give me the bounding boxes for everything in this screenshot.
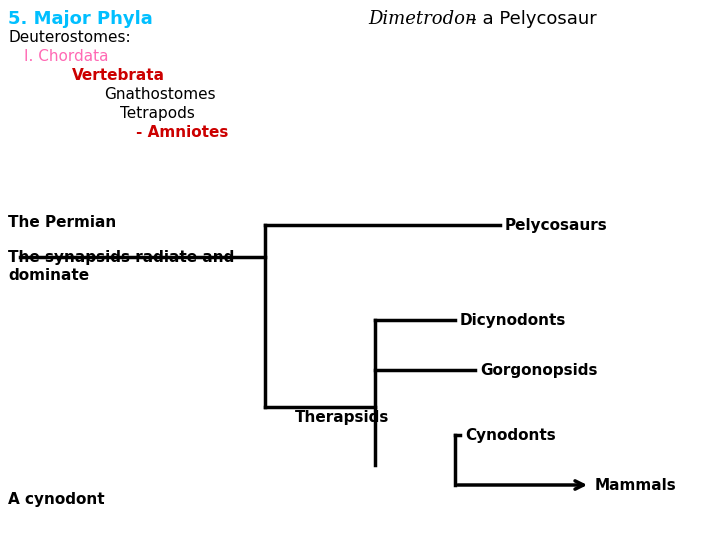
Text: Therapsids: Therapsids: [295, 410, 390, 425]
Text: 5. Major Phyla: 5. Major Phyla: [8, 10, 153, 28]
Text: Tetrapods: Tetrapods: [120, 106, 195, 121]
Text: I. Chordata: I. Chordata: [24, 49, 109, 64]
Text: Gnathostomes: Gnathostomes: [104, 87, 215, 102]
Text: Cynodonts: Cynodonts: [465, 428, 556, 443]
Text: Mammals: Mammals: [595, 478, 677, 493]
Text: The Permian: The Permian: [8, 215, 116, 230]
Text: Dimetrodon: Dimetrodon: [368, 10, 477, 28]
Text: - Amniotes: - Amniotes: [136, 125, 228, 140]
Text: Pelycosaurs: Pelycosaurs: [505, 218, 608, 233]
Text: Vertebrata: Vertebrata: [72, 68, 165, 83]
Text: The synapsids radiate and: The synapsids radiate and: [8, 250, 235, 265]
Text: A cynodont: A cynodont: [8, 492, 104, 507]
Text: Gorgonopsids: Gorgonopsids: [480, 363, 598, 378]
Text: Dicynodonts: Dicynodonts: [460, 313, 567, 328]
Text: Deuterostomes:: Deuterostomes:: [8, 30, 130, 45]
Text: – a Pelycosaur: – a Pelycosaur: [462, 10, 597, 28]
Text: dominate: dominate: [8, 268, 89, 283]
